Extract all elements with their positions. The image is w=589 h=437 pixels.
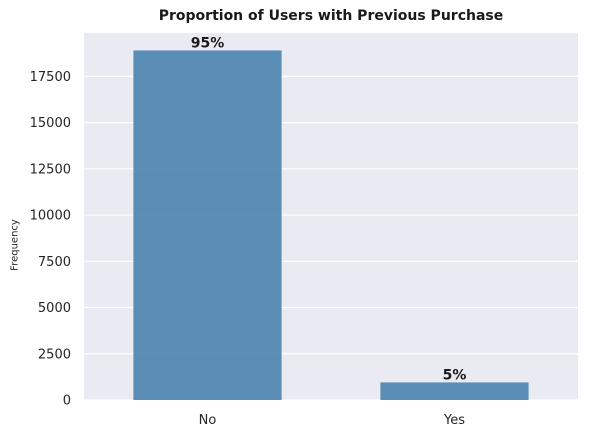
x-tick-labels: No Yes [199, 413, 466, 428]
y-tick-labels: 0 2500 5000 7500 10000 12500 15000 17500 [30, 70, 71, 409]
bar-value-label: 95% [191, 35, 225, 51]
bars [133, 50, 529, 400]
x-tick-label: Yes [443, 413, 465, 428]
x-tick-label: No [199, 413, 217, 428]
bar-yes [380, 382, 529, 400]
y-tick-label: 0 [63, 394, 71, 409]
y-tick-label: 12500 [30, 162, 71, 177]
y-tick-label: 2500 [38, 347, 71, 362]
chart-title: Proportion of Users with Previous Purcha… [158, 8, 504, 24]
y-tick-label: 10000 [30, 209, 71, 224]
y-tick-label: 17500 [30, 70, 71, 85]
y-tick-label: 15000 [30, 116, 71, 131]
y-tick-label: 5000 [38, 301, 71, 316]
bar-value-label: 5% [443, 367, 467, 383]
y-tick-label: 7500 [38, 255, 71, 270]
bar-no [133, 50, 282, 400]
bar-labels: 95% 5% [191, 35, 467, 383]
